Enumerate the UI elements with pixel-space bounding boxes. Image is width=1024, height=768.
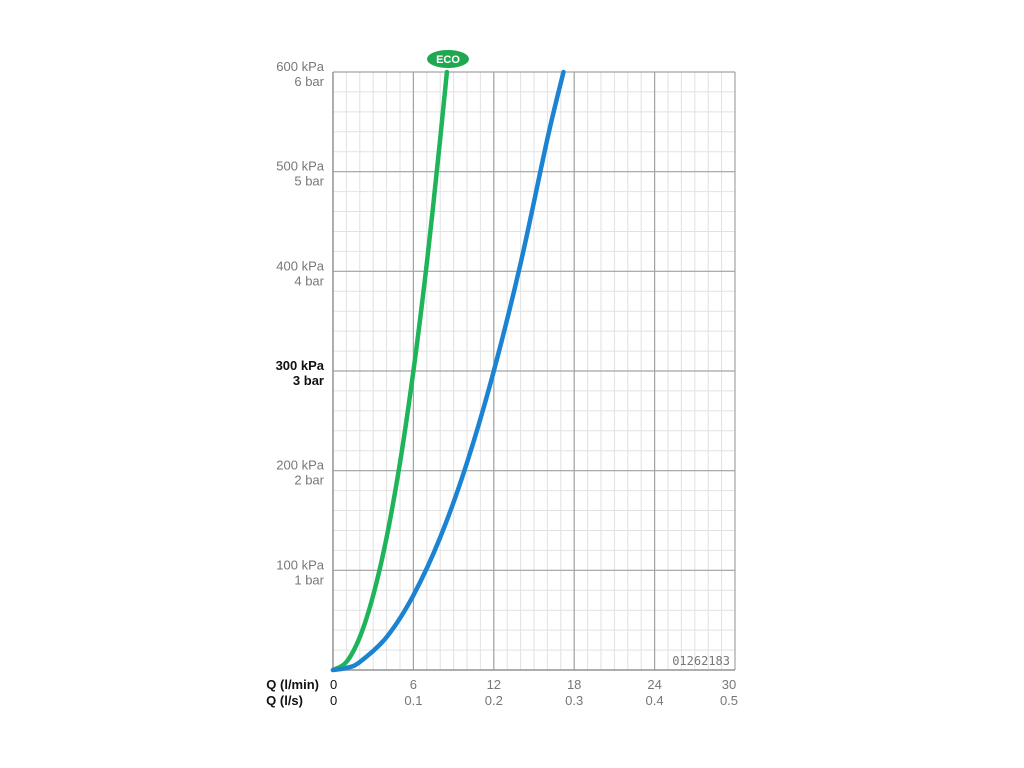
x-tick-label-ls: 0.5 — [720, 693, 738, 708]
eco-badge-text: ECO — [436, 54, 460, 66]
x-tick-label-ls: 0.2 — [485, 693, 503, 708]
x-axis-title-ls: Q (l/s) — [266, 693, 303, 708]
x-tick-label-lmin: 18 — [567, 677, 581, 692]
y-tick-label-kpa: 200 kPa — [276, 458, 324, 473]
y-tick-label-bar: 3 bar — [293, 373, 324, 388]
x-axis-ticks: 00 60.1 120.2 180.3 240.4 300.5 — [330, 677, 738, 708]
x-tick-label-lmin: 0 — [330, 677, 337, 692]
x-tick-label-ls: 0.1 — [404, 693, 422, 708]
x-tick-label-lmin: 6 — [410, 677, 417, 692]
y-tick-label-kpa: 500 kPa — [276, 159, 324, 174]
y-tick-label-bar: 1 bar — [294, 572, 324, 587]
eco-badge: ECO — [427, 50, 469, 68]
eco-badge-background — [427, 50, 469, 68]
y-tick-label-kpa: 300 kPa — [276, 358, 325, 373]
x-tick-label-ls: 0.3 — [565, 693, 583, 708]
y-tick-label-kpa: 400 kPa — [276, 258, 324, 273]
y-tick-label-bar: 5 bar — [294, 174, 324, 189]
x-axis-title-lmin: Q (l/min) — [266, 677, 319, 692]
y-tick-label-bar: 6 bar — [294, 74, 324, 89]
x-tick-label-lmin: 30 — [722, 677, 736, 692]
series-layer — [330, 69, 566, 673]
series-line-green — [330, 69, 450, 673]
x-tick-label-lmin: 24 — [647, 677, 661, 692]
y-tick-label-bar: 4 bar — [294, 273, 324, 288]
y-tick-label-bar: 2 bar — [294, 473, 324, 488]
x-tick-label-lmin: 12 — [487, 677, 501, 692]
y-tick-label-kpa: 100 kPa — [276, 557, 324, 572]
chart-code-label: 01262183 — [672, 654, 730, 668]
x-tick-label-ls: 0.4 — [646, 693, 664, 708]
series-line-blue — [330, 69, 566, 673]
y-tick-label-kpa: 600 kPa — [276, 59, 324, 74]
x-tick-label-ls: 0 — [330, 693, 337, 708]
